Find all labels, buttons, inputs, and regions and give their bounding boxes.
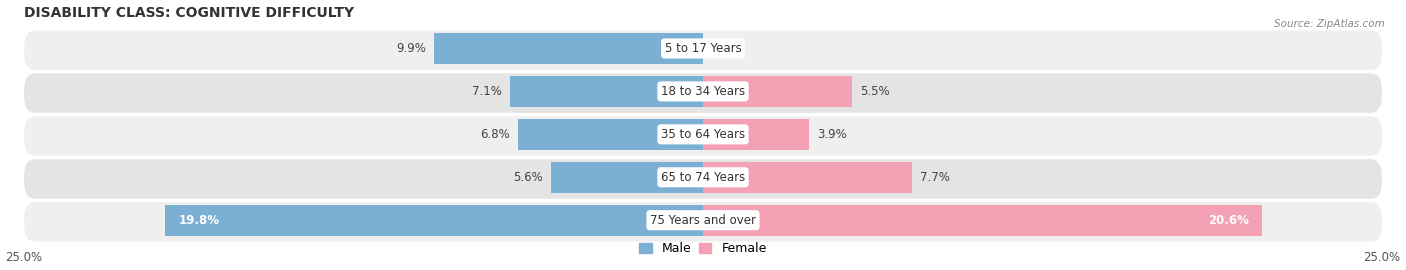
FancyBboxPatch shape (24, 73, 1382, 113)
FancyBboxPatch shape (24, 116, 1382, 156)
Text: 3.9%: 3.9% (817, 128, 846, 141)
FancyBboxPatch shape (24, 202, 1382, 242)
Text: 65 to 74 Years: 65 to 74 Years (661, 171, 745, 184)
Legend: Male, Female: Male, Female (640, 242, 766, 255)
Text: 19.8%: 19.8% (179, 214, 219, 227)
Bar (703, 119, 808, 150)
Text: Source: ZipAtlas.com: Source: ZipAtlas.com (1274, 19, 1385, 29)
FancyBboxPatch shape (24, 159, 1382, 199)
Bar (510, 76, 703, 107)
Bar (703, 205, 1263, 236)
Text: 5.5%: 5.5% (860, 85, 890, 98)
Bar (703, 162, 912, 193)
Bar (434, 33, 703, 64)
Text: 35 to 64 Years: 35 to 64 Years (661, 128, 745, 141)
Text: 6.8%: 6.8% (481, 128, 510, 141)
Text: 75 Years and over: 75 Years and over (650, 214, 756, 227)
FancyBboxPatch shape (24, 31, 1382, 70)
Bar (551, 162, 703, 193)
Text: 18 to 34 Years: 18 to 34 Years (661, 85, 745, 98)
Bar (519, 119, 703, 150)
Text: 9.9%: 9.9% (396, 42, 426, 55)
Bar (703, 76, 852, 107)
Text: 20.6%: 20.6% (1208, 214, 1249, 227)
Text: 5 to 17 Years: 5 to 17 Years (665, 42, 741, 55)
Text: 7.1%: 7.1% (472, 85, 502, 98)
Text: 7.7%: 7.7% (921, 171, 950, 184)
Bar (166, 205, 703, 236)
Text: 0.0%: 0.0% (711, 42, 741, 55)
Text: 5.6%: 5.6% (513, 171, 543, 184)
Text: DISABILITY CLASS: COGNITIVE DIFFICULTY: DISABILITY CLASS: COGNITIVE DIFFICULTY (24, 6, 354, 19)
